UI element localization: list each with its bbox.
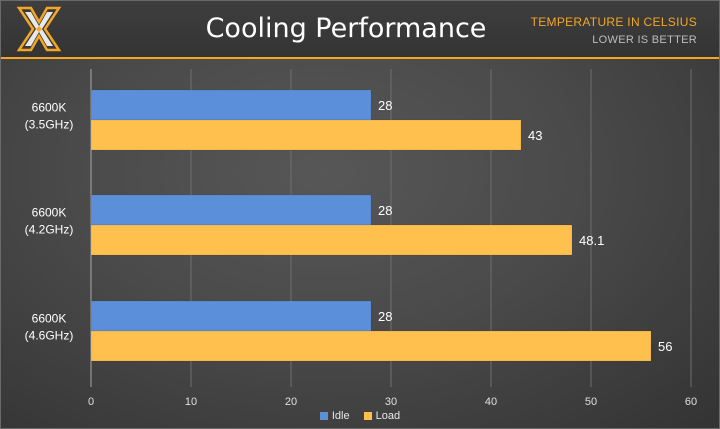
data-label: 48.1 [579, 233, 604, 248]
chart-legend: Idle Load [1, 410, 719, 422]
data-label: 28 [378, 203, 392, 218]
x-tick-label: 50 [585, 396, 597, 408]
legend-label: Load [375, 410, 401, 422]
x-tick-label: 30 [385, 396, 397, 408]
bar-load [90, 119, 522, 151]
x-tick-label: 20 [285, 396, 297, 408]
legend-label: Idle [331, 410, 350, 422]
data-label: 56 [658, 339, 672, 354]
category-label: 6600K [32, 206, 67, 220]
bar-load [90, 224, 573, 256]
x-tick-label: 10 [185, 396, 197, 408]
x-tick-label: 0 [88, 396, 94, 408]
chart-subtitle-unit: TEMPERATURE IN CELSIUS [530, 15, 697, 29]
data-label: 28 [378, 309, 392, 324]
data-label: 43 [528, 128, 542, 143]
bar-load [90, 330, 652, 362]
bar-idle [90, 194, 372, 226]
category-label: 6600K [32, 312, 67, 326]
header-divider [1, 57, 719, 59]
legend-swatch [363, 412, 372, 420]
category-label: 6600K [32, 101, 67, 115]
bar-idle [90, 300, 372, 332]
chart-title: Cooling Performance [205, 13, 487, 44]
data-label: 28 [378, 98, 392, 113]
legend-swatch [319, 412, 328, 420]
tweaktown-x-logo-icon [16, 6, 62, 52]
chart-subtitle-note: LOWER IS BETTER [592, 34, 697, 46]
chart-header [1, 1, 719, 57]
category-label: (4.2GHz) [25, 223, 74, 237]
x-tick-label: 60 [685, 396, 697, 408]
bar-idle [90, 89, 372, 121]
category-label: (3.5GHz) [25, 118, 74, 132]
category-label: (4.6GHz) [25, 329, 74, 343]
legend-item-idle: Idle [319, 410, 350, 422]
x-tick-label: 40 [485, 396, 497, 408]
legend-item-load: Load [363, 410, 401, 422]
